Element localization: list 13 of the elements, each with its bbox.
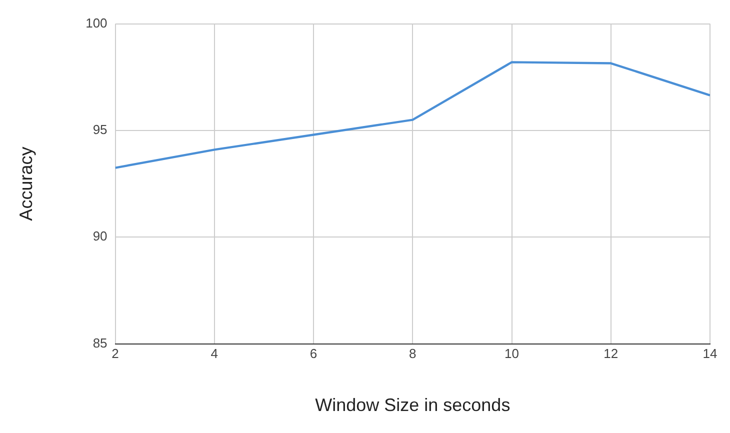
x-tick-label: 2: [112, 346, 119, 362]
y-tick-label: 90: [92, 228, 108, 244]
x-tick-label: 10: [504, 346, 519, 362]
x-tick-label: 4: [210, 346, 218, 362]
x-axis-title: Window Size in seconds: [315, 395, 510, 416]
y-tick-label: 95: [92, 122, 108, 138]
x-tick-label: 6: [310, 346, 318, 362]
x-tick-label: 12: [604, 346, 618, 362]
x-tick-label: 14: [702, 346, 718, 362]
x-tick-label: 8: [409, 346, 416, 362]
y-tick-label: 100: [86, 15, 108, 30]
y-axis-title: Accuracy: [16, 146, 36, 221]
y-tick-label: 85: [92, 335, 108, 350]
